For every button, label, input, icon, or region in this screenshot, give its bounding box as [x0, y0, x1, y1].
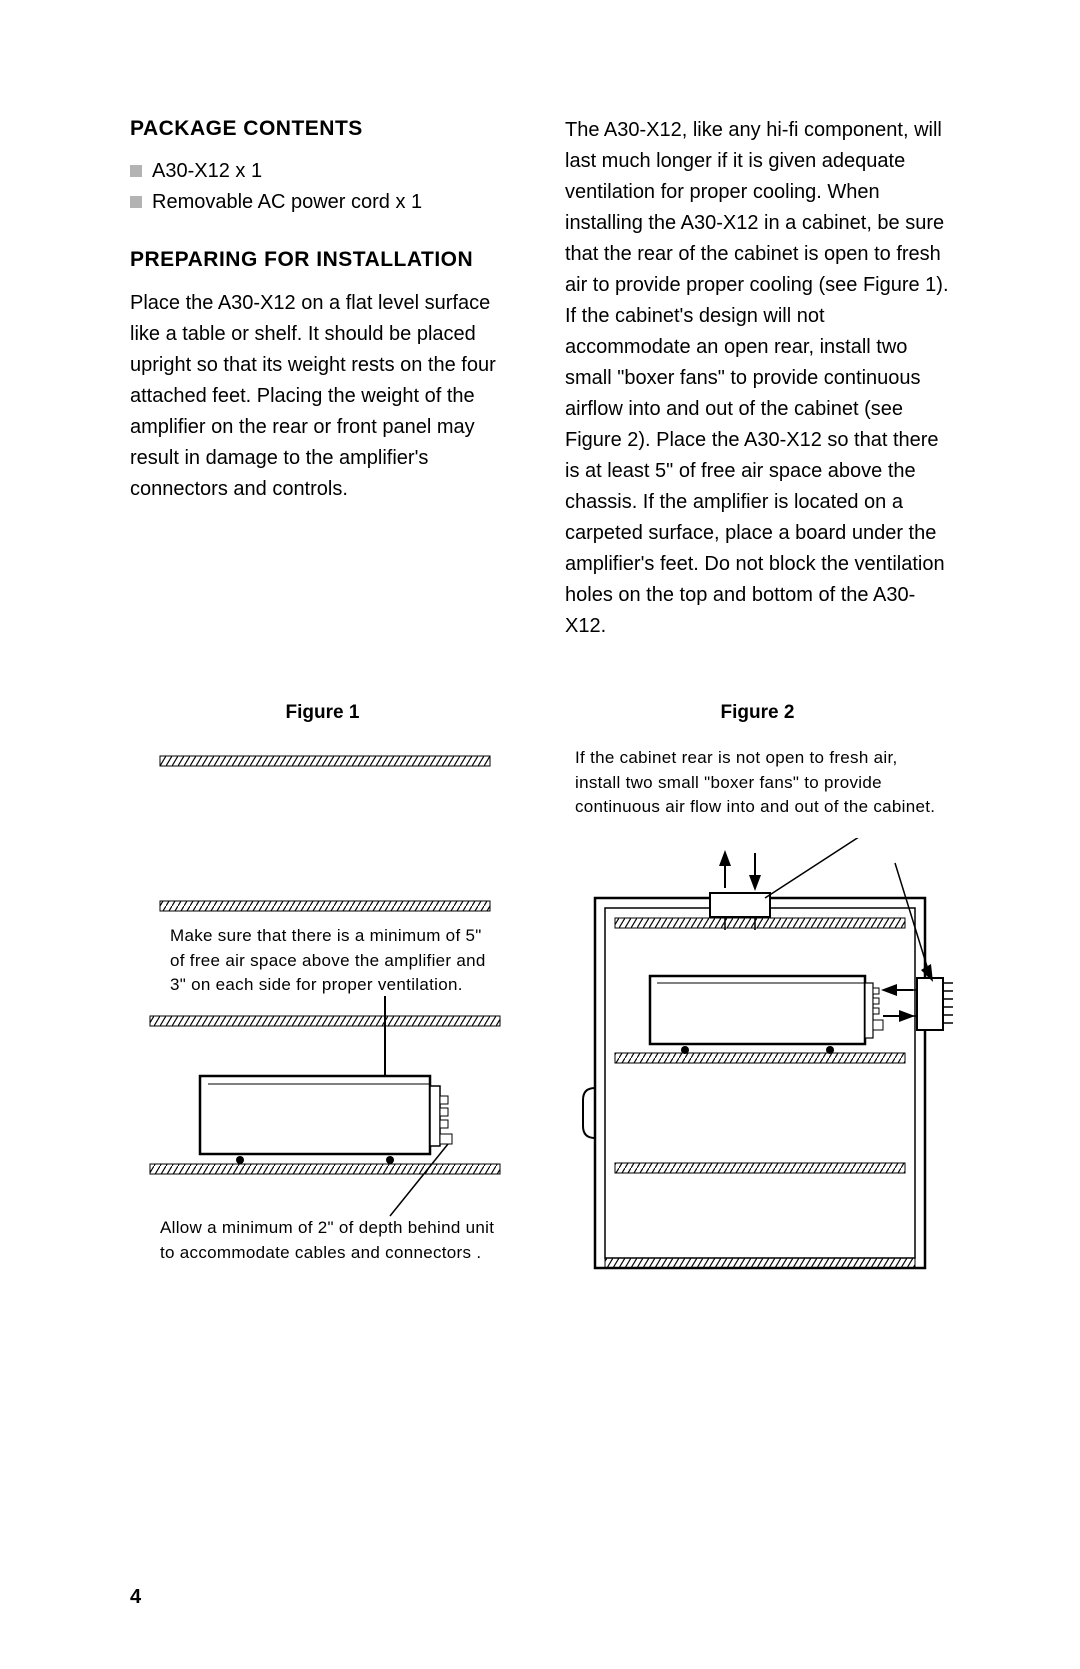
figure-1-diagram: Make sure that there is a minimum of 5" … [130, 746, 520, 1306]
ventilation-paragraph: The A30-X12, like any hi-fi component, w… [565, 115, 950, 642]
figure-1-note-bottom: Allow a minimum of 2" of depth behind un… [160, 1216, 510, 1265]
figure-1-caption: Figure 1 [130, 702, 515, 724]
figure-1: Figure 1 Make sure that there is a minim… [130, 702, 515, 1306]
page-number: 4 [130, 1586, 141, 1609]
figure-2-note-top: If the cabinet rear is not open to fresh… [575, 746, 940, 820]
figure-1-note-top: Make sure that there is a minimum of 5" … [170, 924, 500, 998]
list-item: A30-X12 x 1 [130, 156, 515, 187]
left-column: PACKAGE CONTENTS A30-X12 x 1 Removable A… [130, 115, 515, 642]
package-contents-list: A30-X12 x 1 Removable AC power cord x 1 [130, 156, 515, 218]
right-column: The A30-X12, like any hi-fi component, w… [565, 115, 950, 642]
heading-package-contents: PACKAGE CONTENTS [130, 115, 515, 142]
figure-2: Figure 2 If the cabinet rear is not open… [565, 702, 950, 1306]
heading-preparing: PREPARING FOR INSTALLATION [130, 246, 515, 273]
list-item: Removable AC power cord x 1 [130, 187, 515, 218]
preparing-paragraph: Place the A30-X12 on a flat level surfac… [130, 288, 515, 505]
figure-2-caption: Figure 2 [565, 702, 950, 724]
figure-2-diagram [565, 838, 965, 1278]
